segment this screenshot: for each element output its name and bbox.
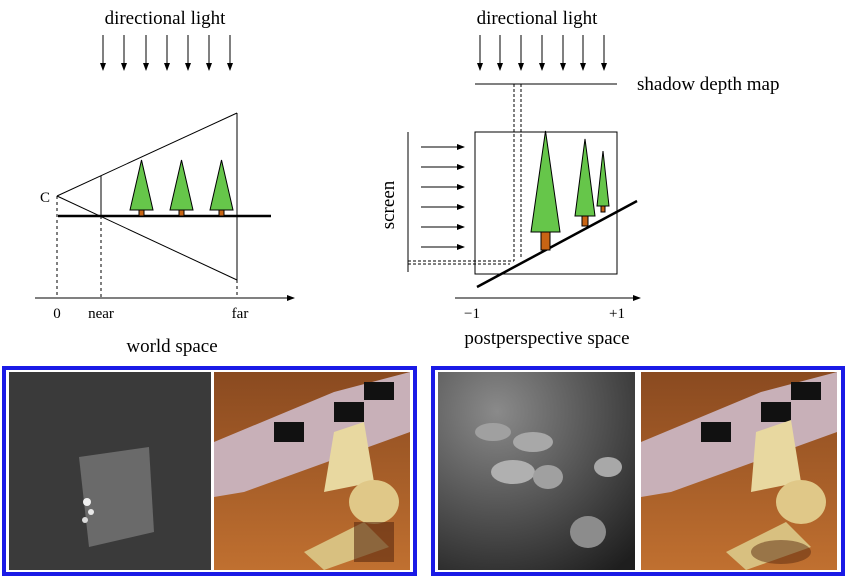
axis-tick-zero: 0 (53, 306, 61, 322)
perspective-depth-map-image (438, 372, 635, 570)
world-space-diagram: directional light C (35, 8, 295, 357)
trees-world (129, 159, 234, 217)
axis-tick-near: near (88, 306, 114, 322)
view-frustum (56, 112, 238, 281)
postperspective-diagram: directional light shadow depth map scree… (378, 8, 779, 349)
shadow-depth-map-label: shadow depth map (637, 74, 779, 95)
trees-postperspective (530, 130, 610, 251)
projection-guides (408, 84, 522, 265)
standard-depth-map-image (9, 372, 211, 570)
directional-light-label: directional light (105, 8, 227, 29)
ground-line-2 (476, 199, 638, 289)
standard-shadow-panel (2, 366, 417, 576)
camera-label: C (40, 190, 50, 206)
standard-shadow-render-image (214, 372, 410, 570)
screen-label: screen (378, 180, 399, 229)
directional-light-label-2: directional light (477, 8, 599, 29)
world-space-label: world space (126, 336, 217, 357)
perspective-shadow-panel (431, 366, 845, 576)
axis-tick-plus-one: +1 (609, 306, 625, 322)
light-rays-2 (477, 35, 607, 71)
world-guides (56, 196, 238, 298)
axis-tick-far: far (232, 306, 249, 322)
light-rays (100, 35, 233, 71)
perspective-shadow-render-image (641, 372, 837, 570)
screen-rays (421, 144, 465, 250)
postperspective-space-label: postperspective space (464, 328, 629, 349)
axis-tick-minus-one: −1 (464, 306, 480, 322)
